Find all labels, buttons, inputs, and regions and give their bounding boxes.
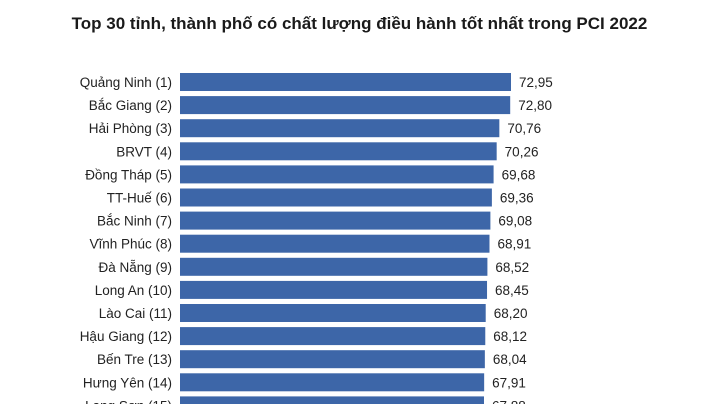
bar-14 [180, 373, 485, 392]
category-label: Hậu Giang (12) [80, 329, 172, 344]
category-label: Bắc Ninh (7) [97, 214, 172, 229]
value-label: 67,88 [492, 398, 526, 404]
value-label: 68,45 [495, 283, 529, 298]
value-label: 72,80 [518, 98, 552, 113]
value-label: 68,91 [497, 237, 531, 252]
category-label: Đà Nẵng (9) [98, 260, 172, 275]
category-label: BRVT (4) [116, 144, 172, 159]
value-label: 72,95 [519, 75, 553, 90]
category-label: Đồng Tháp (5) [85, 167, 172, 182]
bar-15 [180, 396, 484, 404]
value-label: 68,04 [493, 352, 527, 367]
category-label: Lạng Sơn (15) [85, 398, 172, 404]
bar-8 [180, 234, 490, 253]
value-label: 68,52 [495, 260, 529, 275]
bar-4 [180, 142, 497, 161]
value-label: 67,91 [492, 375, 526, 390]
value-label: 69,68 [502, 167, 536, 182]
bar-9 [180, 257, 488, 276]
bar-5 [180, 165, 494, 184]
bar-11 [180, 304, 486, 322]
category-label: Hưng Yên (14) [83, 375, 172, 390]
bar-12 [180, 327, 486, 346]
category-label: TT-Huế (6) [107, 191, 172, 206]
chart-title: Top 30 tỉnh, thành phố có chất lượng điề… [71, 14, 648, 33]
value-label: 70,76 [507, 121, 541, 136]
bar-7 [180, 211, 491, 230]
value-label: 69,36 [500, 191, 534, 206]
value-label: 69,08 [498, 214, 532, 229]
bar-1 [180, 73, 511, 91]
category-label: Vĩnh Phúc (8) [89, 237, 172, 252]
category-label: Bắc Giang (2) [89, 98, 172, 113]
category-label: Hải Phòng (3) [89, 121, 172, 136]
category-label: Long An (10) [95, 283, 172, 298]
category-label: Lào Cai (11) [99, 306, 172, 321]
value-label: 68,20 [494, 306, 528, 321]
bar-3 [180, 119, 500, 138]
value-label: 70,26 [505, 144, 539, 159]
bar-2 [180, 96, 511, 115]
category-label: Bến Tre (13) [97, 352, 172, 367]
bar-6 [180, 188, 492, 207]
category-label: Quảng Ninh (1) [80, 75, 172, 90]
value-label: 68,12 [493, 329, 527, 344]
bar-10 [180, 280, 488, 299]
bar-13 [180, 350, 485, 369]
